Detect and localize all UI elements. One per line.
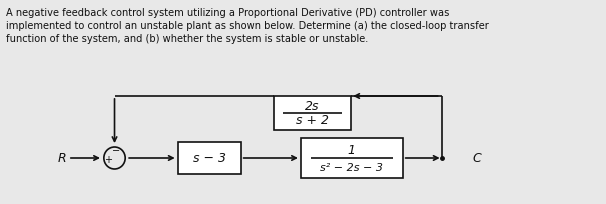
Text: A negative feedback control system utilizing a Proportional Derivative (PD) cont: A negative feedback control system utili… xyxy=(6,8,449,18)
Text: +: + xyxy=(104,155,112,165)
Text: −: − xyxy=(112,146,121,156)
Text: implemented to control an unstable plant as shown below. Determine (a) the close: implemented to control an unstable plant… xyxy=(6,21,488,31)
Text: function of the system, and (b) whether the system is stable or unstable.: function of the system, and (b) whether … xyxy=(6,34,368,44)
Bar xyxy=(274,96,351,130)
Text: s + 2: s + 2 xyxy=(296,113,329,126)
Text: 2s: 2s xyxy=(305,100,320,112)
Text: 1: 1 xyxy=(348,144,356,157)
Bar xyxy=(178,142,241,174)
Text: R: R xyxy=(58,152,66,164)
Text: s² − 2s − 3: s² − 2s − 3 xyxy=(321,163,384,173)
Text: s − 3: s − 3 xyxy=(193,152,225,164)
Text: C: C xyxy=(473,152,481,164)
Bar xyxy=(301,138,403,178)
